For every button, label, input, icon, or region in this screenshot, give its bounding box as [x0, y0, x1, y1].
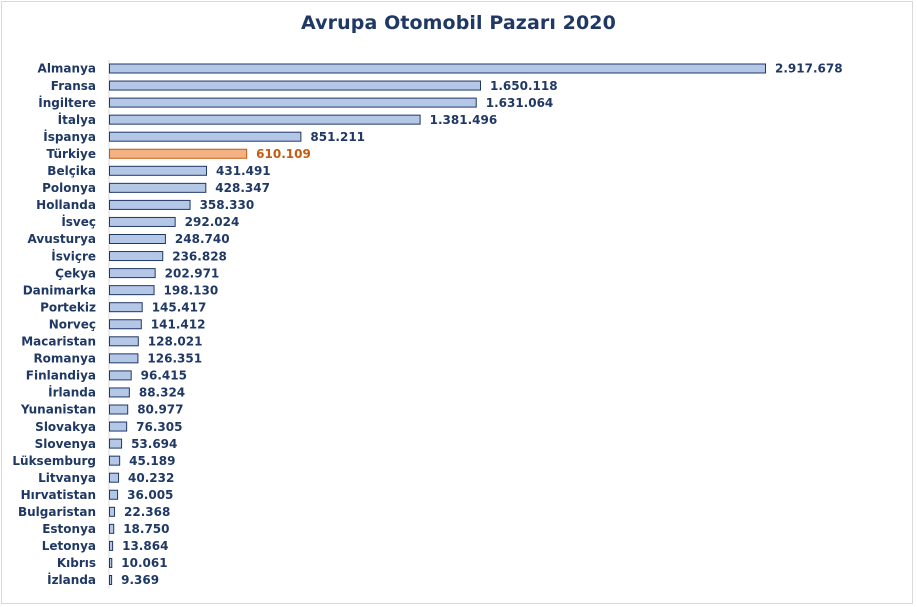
category-label: İsveç [61, 214, 96, 229]
value-label: 610.109 [256, 147, 311, 161]
bar [109, 199, 191, 210]
category-label: Norveç [49, 317, 96, 331]
value-label: 431.491 [216, 164, 271, 178]
value-label: 88.324 [139, 386, 185, 400]
bar [109, 336, 139, 347]
category-label: Almanya [38, 62, 96, 76]
value-label: 45.189 [129, 454, 175, 468]
value-label: 248.740 [175, 232, 230, 246]
value-label: 145.417 [152, 300, 207, 314]
value-label: 1.650.118 [490, 79, 558, 93]
category-label: İrlanda [48, 385, 96, 400]
category-label: İzlanda [47, 572, 96, 587]
category-label: Bulgaristan [18, 505, 96, 519]
value-label: 40.232 [128, 471, 174, 485]
category-label: Fransa [51, 79, 96, 93]
value-label: 76.305 [136, 420, 182, 434]
bar [109, 353, 139, 364]
category-label: Türkiye [46, 147, 96, 161]
bar [109, 404, 129, 415]
value-label: 2.917.678 [775, 62, 843, 76]
value-label: 10.061 [121, 556, 167, 570]
value-label: 292.024 [185, 215, 240, 229]
category-label: Kıbrıs [57, 556, 96, 570]
value-label: 18.750 [123, 522, 169, 536]
value-label: 198.130 [164, 283, 219, 297]
category-label: Polonya [42, 181, 96, 195]
bar [109, 506, 116, 517]
bar [109, 421, 128, 432]
bar [109, 302, 143, 313]
category-label: Danimarka [23, 283, 96, 297]
category-label: Slovakya [35, 420, 96, 434]
value-label: 202.971 [165, 266, 220, 280]
category-label: Slovenya [35, 437, 96, 451]
value-label: 358.330 [200, 198, 255, 212]
value-label: 1.631.064 [486, 96, 554, 110]
bar [109, 540, 114, 551]
bar [109, 63, 766, 74]
value-label: 96.415 [141, 369, 187, 383]
bar [109, 234, 166, 244]
value-label: 13.864 [122, 539, 168, 553]
value-label: 128.021 [148, 335, 203, 349]
bar [109, 97, 477, 108]
value-label: 22.368 [124, 505, 170, 519]
category-label: Letonya [42, 539, 96, 553]
bar [109, 251, 164, 262]
value-label: 141.412 [151, 317, 206, 331]
value-label: 36.005 [127, 488, 173, 502]
category-label: Yunanistan [20, 403, 96, 417]
category-label: İsviçre [51, 248, 96, 263]
category-label: Estonya [42, 522, 96, 536]
value-label: 53.694 [131, 437, 177, 451]
bar [109, 216, 176, 227]
bar [109, 438, 123, 449]
bar [109, 285, 155, 296]
category-label: Macaristan [21, 335, 96, 349]
bar [109, 557, 113, 568]
bar [109, 455, 121, 466]
category-label: Çekya [55, 266, 96, 280]
value-label: 9.369 [121, 573, 159, 587]
category-label: Hollanda [36, 198, 96, 212]
bar [109, 268, 156, 279]
chart-title: Avrupa Otomobil Pazarı 2020 [301, 12, 616, 34]
bar [109, 319, 142, 330]
bar-highlight [109, 148, 248, 159]
value-label: 126.351 [147, 352, 202, 366]
value-label: 851.211 [310, 130, 365, 144]
category-label: Romanya [33, 352, 96, 366]
bar [109, 165, 208, 176]
category-label: Hırvatistan [21, 488, 96, 502]
bar [109, 182, 207, 193]
category-label: Belçika [47, 164, 96, 178]
bar [109, 472, 120, 483]
category-label: Litvanya [38, 471, 96, 485]
bar [109, 387, 130, 398]
bar [109, 370, 132, 381]
category-label: Avusturya [28, 232, 96, 246]
category-label: İspanya [43, 129, 96, 144]
bar [109, 80, 482, 91]
value-label: 428.347 [215, 181, 270, 195]
bar [109, 523, 115, 534]
category-label: Lüksemburg [12, 454, 96, 468]
bar [109, 131, 302, 142]
value-label: 236.828 [172, 249, 227, 263]
bar [109, 489, 119, 500]
category-label: İngiltere [38, 95, 96, 110]
bar [109, 114, 421, 125]
category-label: Portekiz [40, 300, 96, 314]
value-label: 80.977 [137, 403, 183, 417]
value-label: 1.381.496 [430, 113, 498, 127]
category-label: Finlandiya [26, 369, 96, 383]
bar [109, 575, 113, 585]
category-label: İtalya [58, 112, 96, 127]
